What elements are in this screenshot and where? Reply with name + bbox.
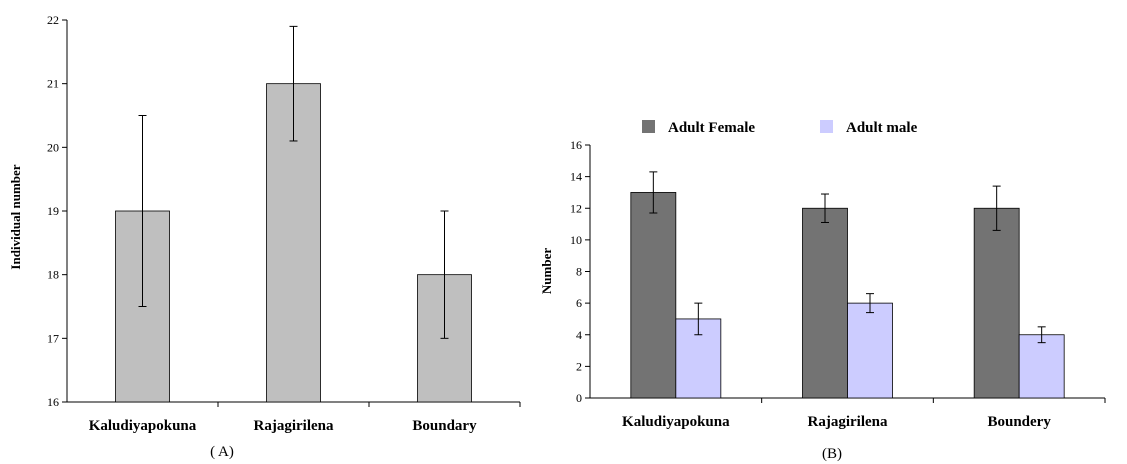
- y-tick-label: 6: [576, 296, 582, 310]
- y-tick-label: 8: [576, 265, 582, 279]
- chart-a-y-axis: 16 17 18 19 20 21 22 Kaludiyapokuna Rajagirilena…: [47, 13, 521, 434]
- x-category-label-kaludiyapokuna: Kaludiyapokuna: [622, 414, 730, 430]
- chart-b-bars: [630, 171, 1065, 399]
- chart-b-panel-label: (B): [822, 446, 842, 462]
- adult-male-bar-rajagirilena: [847, 302, 893, 399]
- legend-label-adult-male: Adult male: [846, 120, 918, 136]
- adult-female-error-bar-boundery: [992, 185, 1001, 231]
- x-category-label-kaludiyapokuna: Kaludiyapokuna: [89, 418, 197, 434]
- adult-female-bar-kaludiyapokuna: [630, 192, 677, 399]
- adult-male-bar-boundery: [1018, 334, 1065, 399]
- adult-male-error-bar-kaludiyapokuna: [694, 302, 703, 336]
- bar-error-bar-boundary: [440, 210, 449, 339]
- adult-male-error-bar-rajagirilena: [866, 293, 874, 314]
- bar-error-bar-kaludiyapokuna: [138, 115, 147, 307]
- y-tick-label: 2: [576, 359, 582, 373]
- adult-female-error-bar-rajagirilena: [821, 193, 829, 223]
- y-tick-label: 12: [570, 201, 582, 215]
- x-category-label-rajagirilena: Rajagirilena: [808, 414, 888, 430]
- adult-female-bar-boundery: [973, 207, 1020, 399]
- y-tick-label: 16: [570, 138, 582, 152]
- legend-label-adult-female: Adult Female: [668, 120, 755, 136]
- y-tick-label: 21: [47, 77, 59, 91]
- adult-female-error-bar-kaludiyapokuna: [649, 171, 658, 214]
- chart-b-legend: Adult Female Adult male: [642, 120, 918, 136]
- legend-swatch-adult-female: [642, 120, 655, 133]
- y-tick-label: 22: [47, 13, 59, 27]
- y-tick-label: 0: [576, 391, 582, 405]
- y-tick-label: 14: [570, 170, 582, 184]
- chart-b-y-axis-title: Number: [539, 248, 554, 294]
- chart-a: 16 17 18 19 20 21 22 Kaludiyapokuna Rajagirilena…: [8, 13, 521, 460]
- y-tick-label: 16: [47, 395, 59, 409]
- adult-female-bar-rajagirilena: [802, 207, 848, 399]
- bar-error-bar-rajagirilena: [289, 25, 298, 142]
- y-tick-label: 20: [47, 140, 59, 154]
- y-tick-label: 19: [47, 204, 59, 218]
- y-tick-label: 10: [570, 233, 582, 247]
- x-category-label-rajagirilena: Rajagirilena: [254, 418, 334, 434]
- y-tick-label: 4: [576, 328, 582, 342]
- x-category-label-boundary: Boundary: [412, 418, 477, 434]
- chart-a-panel-label: ( A): [210, 444, 234, 460]
- y-tick-label: 18: [47, 268, 59, 282]
- adult-male-error-bar-boundery: [1037, 326, 1046, 344]
- legend-swatch-adult-male: [820, 120, 833, 133]
- x-category-label-boundery: Boundery: [987, 414, 1051, 430]
- chart-a-bars: [115, 25, 472, 403]
- y-tick-label: 17: [47, 331, 59, 345]
- chart-a-y-axis-title: Individual number: [8, 164, 23, 269]
